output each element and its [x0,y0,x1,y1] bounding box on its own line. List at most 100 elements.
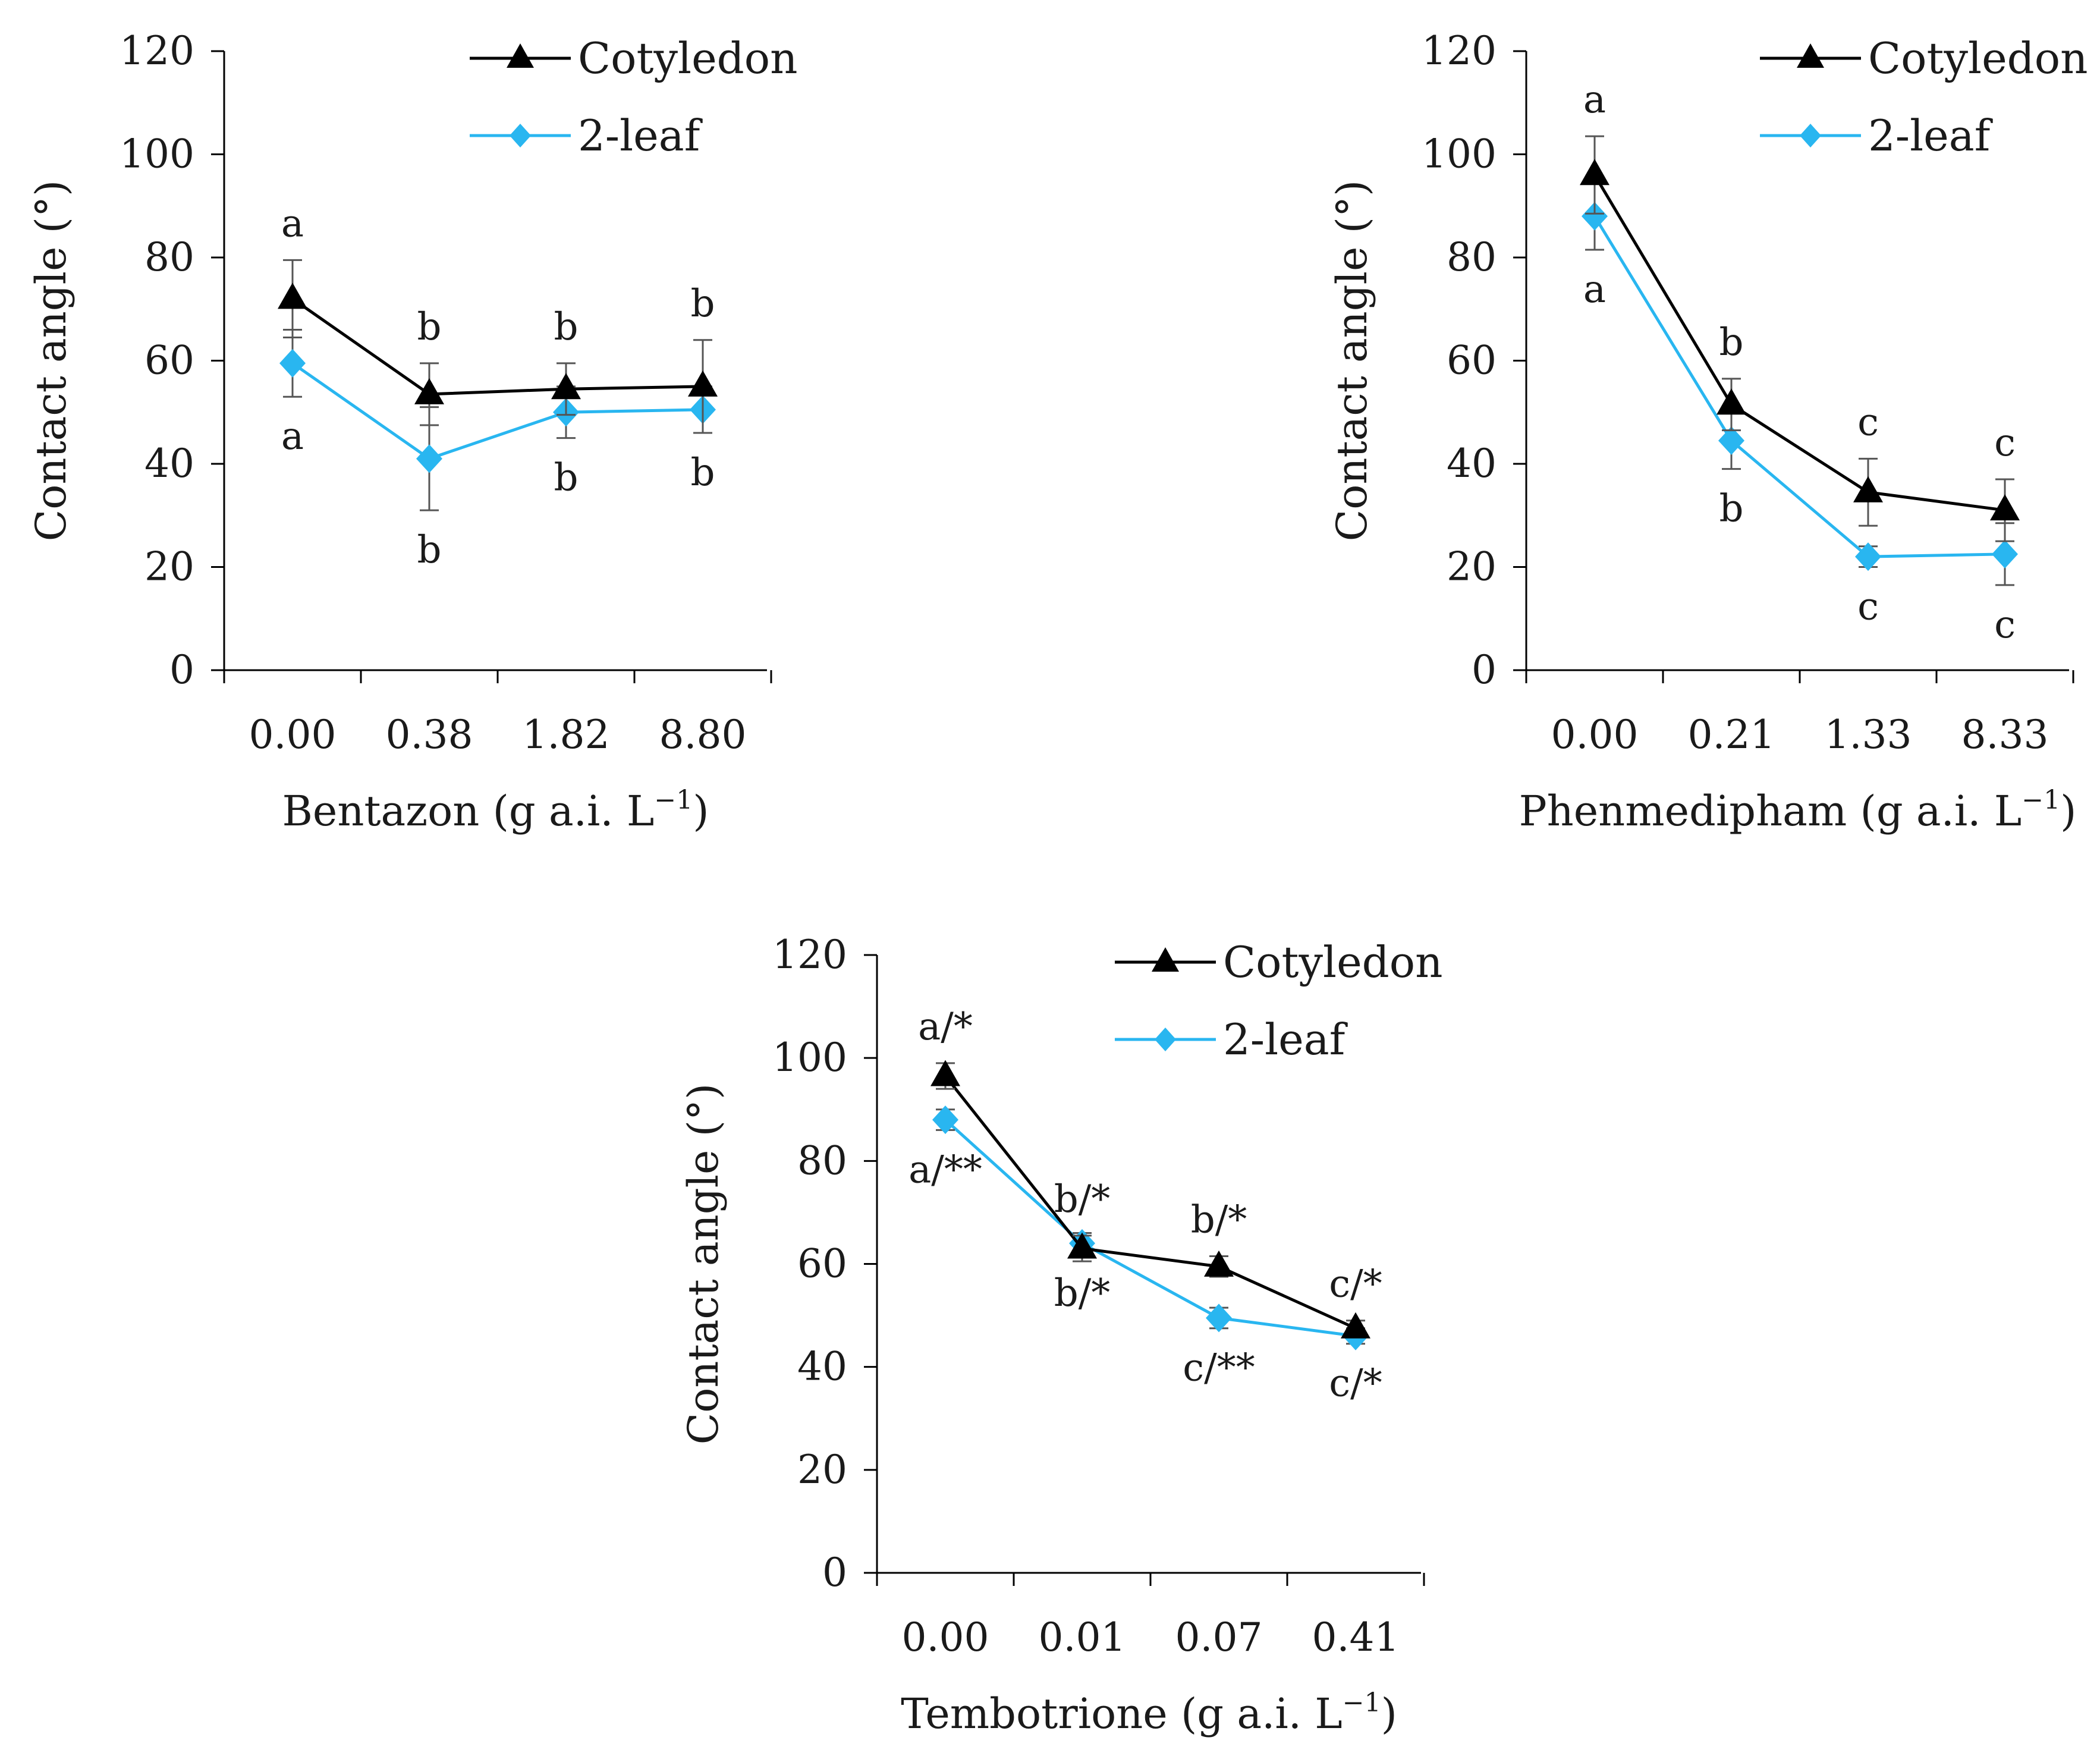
y-tick-label: 60 [1447,338,1497,384]
data-point-triangle [1341,1312,1370,1339]
x-tick-label: 1.82 [523,712,610,758]
legend-entry-cotyledon: Cotyledon [1115,937,1443,987]
data-point-diamond [1582,202,1608,231]
legend-marker-triangle [1797,43,1824,68]
data-point-triangle [1204,1250,1234,1277]
data-point-triangle [1990,494,2020,521]
data-point-triangle [551,373,581,400]
data-point-triangle [1067,1232,1097,1259]
data-point-triangle [930,1060,960,1086]
significance-label: c/* [1329,1262,1382,1306]
significance-label: a/** [908,1148,982,1192]
significance-label: a/* [918,1005,973,1049]
chart-panel-2: 0 20 40 60 80 100 120 0.00 0.21 1.33 8.33 Phenmedip… [1328,28,2088,835]
x-tick-label: 8.80 [659,712,747,758]
y-tick-label: 100 [1422,131,1497,177]
significance-label: c [1994,603,2016,647]
data-point-diamond [1718,426,1744,455]
series-2-leaf [279,328,716,511]
data-point-diamond [416,444,442,473]
y-tick-label: 100 [772,1035,847,1080]
data-point-triangle [1853,476,1883,502]
significance-label: b [691,282,715,326]
series-line [944,1119,1356,1338]
x-axis-title-main: Bentazon (g a.i. L [282,787,654,835]
x-tick-label: 0.21 [1688,712,1775,758]
data-point-diamond [279,348,306,378]
y-tick-label: 0 [169,647,194,693]
x-tick-label: 1.33 [1825,712,1912,758]
legend-marker-triangle [507,43,534,68]
series-2-leaf [1582,181,2018,586]
y-tick-label: 40 [1447,441,1497,486]
legend-label: Cotyledon [578,33,798,83]
y-tick-label: 120 [120,28,194,74]
significance-label: b [1719,321,1744,365]
data-point-triangle [1580,159,1609,186]
x-tick-label: 0.00 [249,712,337,758]
x-axis-title: Tembotrione (g a.i. L−1) [901,1688,1397,1738]
series-cotyledon [278,259,718,434]
x-axis-title-sup: −1 [654,785,693,815]
legend-label: 2-leaf [578,111,703,161]
data-point-triangle [1717,388,1746,415]
data-point-diamond [1992,539,2018,568]
x-axis-title-suffix: ) [693,787,709,835]
y-tick-label: 60 [797,1241,847,1287]
x-axis-title: Bentazon (g a.i. L−1) [282,785,709,835]
y-tick-label: 40 [797,1344,847,1390]
significance-label: a [281,202,304,246]
significance-label: c [1994,421,2016,465]
legend-label: Cotyledon [1223,937,1443,987]
legend-entry-2-leaf: 2-leaf [1115,1014,1348,1064]
significance-label: c/** [1183,1346,1255,1390]
x-tick-label: 0.38 [386,712,473,758]
x-axis-title-suffix: ) [1381,1689,1397,1738]
y-tick-label: 0 [1472,647,1497,693]
data-point-triangle [414,378,444,404]
significance-label: b [417,305,442,349]
y-tick-label: 100 [120,131,194,177]
significance-label: a [1583,268,1606,312]
x-tick-label: 0.01 [1039,1614,1126,1660]
significance-label: b/* [1054,1271,1111,1315]
legend-label: Cotyledon [1868,33,2088,83]
chart-panel-3: 0 20 40 60 80 100 120 0.00 0.01 0.07 0.41 Tembotrio… [679,932,1443,1738]
y-tick-label: 20 [1447,544,1497,590]
x-tick-label: 8.33 [1961,712,2049,758]
legend-label: 2-leaf [1223,1014,1348,1064]
y-axis-title: Contact angle (°) [1328,180,1376,542]
x-axis-title-suffix: ) [2060,787,2076,835]
legend-entry-cotyledon: Cotyledon [470,33,798,83]
legend-entry-2-leaf: 2-leaf [470,111,703,161]
x-axis-title: Phenmedipham (g a.i. L−1) [1519,785,2077,835]
y-tick-label: 80 [1447,234,1497,280]
y-tick-label: 20 [797,1447,847,1493]
legend-marker-triangle [1152,947,1179,972]
data-point-triangle [688,370,718,397]
y-tick-label: 40 [144,441,194,486]
data-point-diamond [1855,542,1881,571]
x-tick-label: 0.00 [1551,712,1639,758]
x-tick-label: 0.41 [1312,1614,1400,1660]
x-axis-title-sup: −1 [2022,785,2060,815]
y-tick-label: 20 [144,544,194,590]
legend-marker-diamond [1155,1028,1176,1051]
series-line [944,1075,1357,1330]
x-axis-title-sup: −1 [1343,1688,1381,1718]
x-tick-label: 0.00 [902,1614,989,1660]
y-tick-label: 80 [797,1138,847,1183]
significance-label: b [691,451,715,495]
legend-label: 2-leaf [1868,111,1993,161]
series-cotyledon [930,1060,1370,1339]
data-point-triangle [278,282,307,309]
series-line [291,297,703,396]
significance-label: a [281,414,304,458]
data-point-diamond [932,1105,958,1135]
legend-entry-cotyledon: Cotyledon [1760,33,2088,83]
significance-label: b [1719,487,1744,531]
significance-label: a [1583,78,1606,122]
x-axis-title-main: Phenmedipham (g a.i. L [1519,787,2022,835]
y-axis-title: Contact angle (°) [679,1083,728,1445]
